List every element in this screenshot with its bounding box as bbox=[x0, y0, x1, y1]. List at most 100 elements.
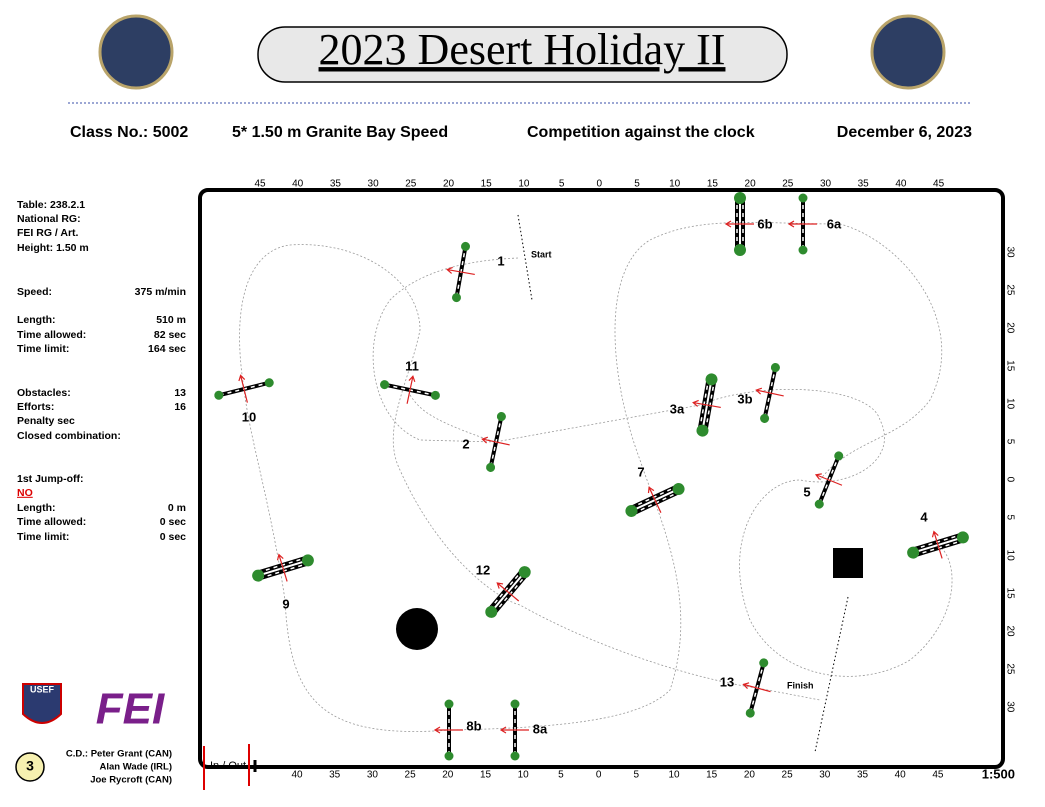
obstacle bbox=[252, 553, 314, 582]
ruler-top: 20 bbox=[745, 179, 757, 190]
obstacle-number: 5 bbox=[803, 484, 810, 499]
ruler-right: 0 bbox=[1004, 477, 1015, 483]
info-label: Length: bbox=[17, 314, 56, 326]
ruler-bottom: 25 bbox=[782, 770, 794, 781]
obstacle bbox=[481, 412, 510, 472]
direction-arrow bbox=[742, 682, 771, 693]
date: December 6, 2023 bbox=[837, 124, 972, 141]
shrub bbox=[798, 193, 808, 203]
ruler-top: 35 bbox=[858, 179, 870, 190]
page-number: 3 bbox=[26, 758, 34, 774]
direction-arrow bbox=[647, 486, 662, 513]
ruler-top: 25 bbox=[405, 179, 417, 190]
info-value: 164 sec bbox=[148, 343, 186, 355]
direction-arrow bbox=[499, 726, 529, 734]
designer: Joe Rycroft (CAN) bbox=[90, 775, 172, 786]
usef-text: USEF bbox=[30, 684, 55, 694]
ruler-bottom: 0 bbox=[596, 770, 602, 781]
shrub bbox=[510, 699, 520, 709]
direction-arrow bbox=[692, 399, 721, 409]
info-label: Penalty sec bbox=[17, 415, 75, 427]
shrub bbox=[510, 751, 520, 761]
ruler-top: 5 bbox=[634, 179, 640, 190]
class-name: 5* 1.50 m Granite Bay Speed bbox=[232, 124, 448, 141]
direction-arrow bbox=[814, 473, 843, 486]
ruler-top: 20 bbox=[443, 179, 455, 190]
obstacle-number: 3a bbox=[670, 401, 685, 416]
shrub bbox=[760, 413, 770, 423]
ruler-bottom: 25 bbox=[405, 770, 417, 781]
info-label: Time allowed: bbox=[17, 329, 86, 341]
start-label: Start bbox=[531, 249, 552, 259]
shrub bbox=[798, 245, 808, 255]
direction-arrow bbox=[276, 553, 288, 582]
shrub bbox=[444, 751, 454, 761]
direction-arrow bbox=[406, 375, 416, 404]
shrub bbox=[907, 546, 920, 559]
obstacle bbox=[499, 699, 529, 761]
ruler-bottom: 5 bbox=[634, 770, 640, 781]
shrub bbox=[672, 483, 685, 496]
info-label: Speed: bbox=[17, 286, 52, 298]
shrub bbox=[705, 373, 718, 386]
ruler-right: 10 bbox=[1004, 550, 1015, 562]
ruler-top: 45 bbox=[254, 179, 266, 190]
info-value: 16 bbox=[174, 401, 186, 413]
ruler-top: 5 bbox=[559, 179, 565, 190]
ruler-right: 25 bbox=[1004, 284, 1015, 296]
obstacle bbox=[625, 483, 685, 517]
info-label: Table: 238.2.1 bbox=[17, 199, 85, 211]
info-label: Length: bbox=[17, 502, 56, 514]
ruler-bottom: 15 bbox=[480, 770, 492, 781]
obstacle bbox=[755, 363, 784, 423]
ruler-top: 30 bbox=[820, 179, 832, 190]
shrub bbox=[745, 708, 755, 718]
ruler-bottom: 30 bbox=[819, 770, 831, 781]
shrub bbox=[264, 378, 274, 388]
info-label: Height: 1.50 m bbox=[17, 242, 89, 254]
shrub bbox=[451, 293, 461, 303]
ruler-right: 20 bbox=[1004, 625, 1015, 637]
start-line bbox=[517, 214, 533, 301]
shrub bbox=[734, 244, 746, 256]
square-obstacle bbox=[833, 548, 863, 578]
info-value: 13 bbox=[174, 387, 186, 399]
obstacle-number: 13 bbox=[720, 674, 734, 689]
ruler-top: 45 bbox=[933, 179, 945, 190]
ruler-top: 25 bbox=[782, 179, 794, 190]
info-label: Efforts: bbox=[17, 401, 54, 413]
shrub bbox=[380, 380, 390, 390]
direction-arrow bbox=[787, 220, 817, 228]
fei-logo: FEI bbox=[96, 685, 165, 734]
direction-arrow bbox=[931, 530, 943, 559]
usef-logo bbox=[22, 683, 62, 724]
info-value: 510 m bbox=[156, 314, 186, 326]
ruler-bottom: 20 bbox=[442, 770, 454, 781]
obstacle bbox=[446, 241, 475, 303]
ruler-right: 10 bbox=[1004, 398, 1015, 410]
shrub bbox=[696, 424, 709, 437]
ruler-right: 15 bbox=[1004, 360, 1015, 372]
shrub bbox=[834, 451, 844, 461]
shrub bbox=[770, 363, 780, 373]
obstacle-number: 4 bbox=[920, 509, 928, 524]
info-value: 0 sec bbox=[160, 516, 186, 528]
title: 2023 Desert Holiday II bbox=[319, 25, 726, 74]
ruler-right: 15 bbox=[1004, 588, 1015, 600]
ruler-top: 35 bbox=[330, 179, 342, 190]
obstacle bbox=[380, 375, 440, 404]
ruler-top: 10 bbox=[669, 179, 681, 190]
shrub bbox=[734, 192, 746, 204]
direction-arrow bbox=[433, 726, 463, 734]
direction-arrow bbox=[496, 582, 520, 602]
info-label: Time limit: bbox=[17, 531, 69, 543]
obstacle-number: 6a bbox=[827, 216, 842, 231]
class-no: Class No.: 5002 bbox=[70, 124, 188, 141]
info-value: 82 sec bbox=[154, 329, 186, 341]
logo-right bbox=[870, 14, 946, 90]
shrub bbox=[301, 554, 314, 567]
obstacle-number: 8b bbox=[466, 718, 481, 733]
ruler-right: 5 bbox=[1004, 515, 1015, 521]
obstacle bbox=[485, 566, 531, 618]
